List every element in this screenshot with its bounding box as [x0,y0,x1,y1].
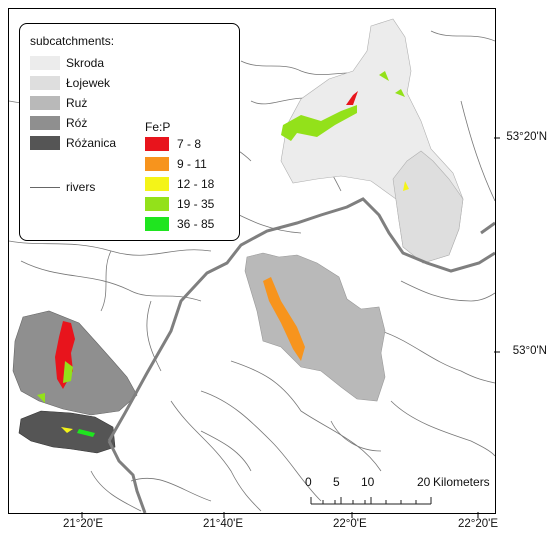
scale-bar-ticks [310,497,432,505]
fep-segment-19-35 [63,361,73,383]
fep-segment-36-85 [77,429,95,437]
legend-label: 36 - 85 [177,217,215,231]
swatch-lojewek [30,76,60,90]
river [146,300,162,372]
river [330,420,382,452]
river [430,30,495,42]
river [200,390,322,502]
fep-segment-19-35 [281,105,357,141]
legend-label: 7 - 8 [177,137,202,151]
fep-segment-12-18 [61,427,73,433]
river [240,60,362,76]
river [380,330,495,384]
river [200,430,252,472]
legend-label: Różanica [66,136,117,150]
swatch-fep [145,177,169,191]
legend-subcatchments-title: subcatchments: [30,34,115,48]
swatch-skroda [30,56,60,70]
river [390,400,495,457]
fep-segment-19-35 [37,393,45,403]
river [100,250,112,312]
scale-label: 10 [361,475,375,489]
legend-label: Ruż [66,96,88,110]
legend-fep-36-85: 36 - 85 [145,217,214,231]
fep-segment-12-18 [403,181,409,191]
lat-label: 53°0'N [512,345,547,357]
legend-fep-title: Fe:P [145,120,171,134]
legend-item-ruz: Ruż [30,96,87,110]
legend-item-rivers: rivers [30,180,95,194]
river [20,260,202,302]
legend-item-roz: Róż [30,116,87,130]
scale-units: Kilometers [433,475,490,489]
map-legend: subcatchments: Skroda Łojewek Ruż Róż Ró… [19,23,240,241]
swatch-fep [145,217,169,231]
fep-segment-19-35 [379,71,389,81]
fep-overlay [37,71,409,437]
legend-label: 12 - 18 [177,177,215,191]
legend-fep-9-11: 9 - 11 [145,157,207,171]
river [400,280,495,302]
river [170,400,262,512]
fep-segment-19-35 [395,89,405,97]
legend-fep-19-35: 19 - 35 [145,197,214,211]
scale-label: 0 [305,475,312,489]
scale-bar: 0 5 10 20 Kilometers [301,471,495,511]
legend-label: Łojewek [66,76,111,90]
rivers-line-icon [30,186,60,188]
lon-label: 21°20'E [63,518,104,530]
lon-label: 22°20'E [458,518,499,530]
river [130,477,212,502]
map-frame: subcatchments: Skroda Łojewek Ruż Róż Ró… [8,8,496,514]
legend-item-skroda: Skroda [30,56,104,70]
swatch-fep [145,157,169,171]
river [90,470,142,512]
subcatchment-ruz [244,252,386,402]
fep-segment-9-11 [263,277,305,361]
river [230,360,382,472]
swatch-fep [145,137,169,151]
legend-item-lojewek: Łojewek [30,76,110,90]
lon-label: 21°40'E [203,518,244,530]
legend-fep-12-18: 12 - 18 [145,177,214,191]
legend-label: Skroda [66,56,105,70]
swatch-roz [30,116,60,130]
region-border [107,197,495,513]
swatch-rozanica [30,136,60,150]
legend-item-rozanica: Różanica [30,136,116,150]
swatch-fep [145,197,169,211]
river [460,100,495,202]
fep-segment-7-8 [346,91,358,105]
scale-label: 20 [417,475,431,489]
lat-label: 53°20'N [506,131,547,143]
subcatchment-roz [12,310,138,416]
legend-label: 9 - 11 [177,157,207,171]
map-canvas [9,18,495,513]
legend-fep-7-8: 7 - 8 [145,137,201,151]
legend-label: Róż [66,116,88,130]
subcatchment-lojewek [392,150,464,264]
legend-label: 19 - 35 [177,197,215,211]
legend-label: rivers [66,180,96,194]
swatch-ruz [30,96,60,110]
lon-label: 22°0'E [333,518,367,530]
region-border [480,221,495,235]
scale-label: 5 [333,475,340,489]
